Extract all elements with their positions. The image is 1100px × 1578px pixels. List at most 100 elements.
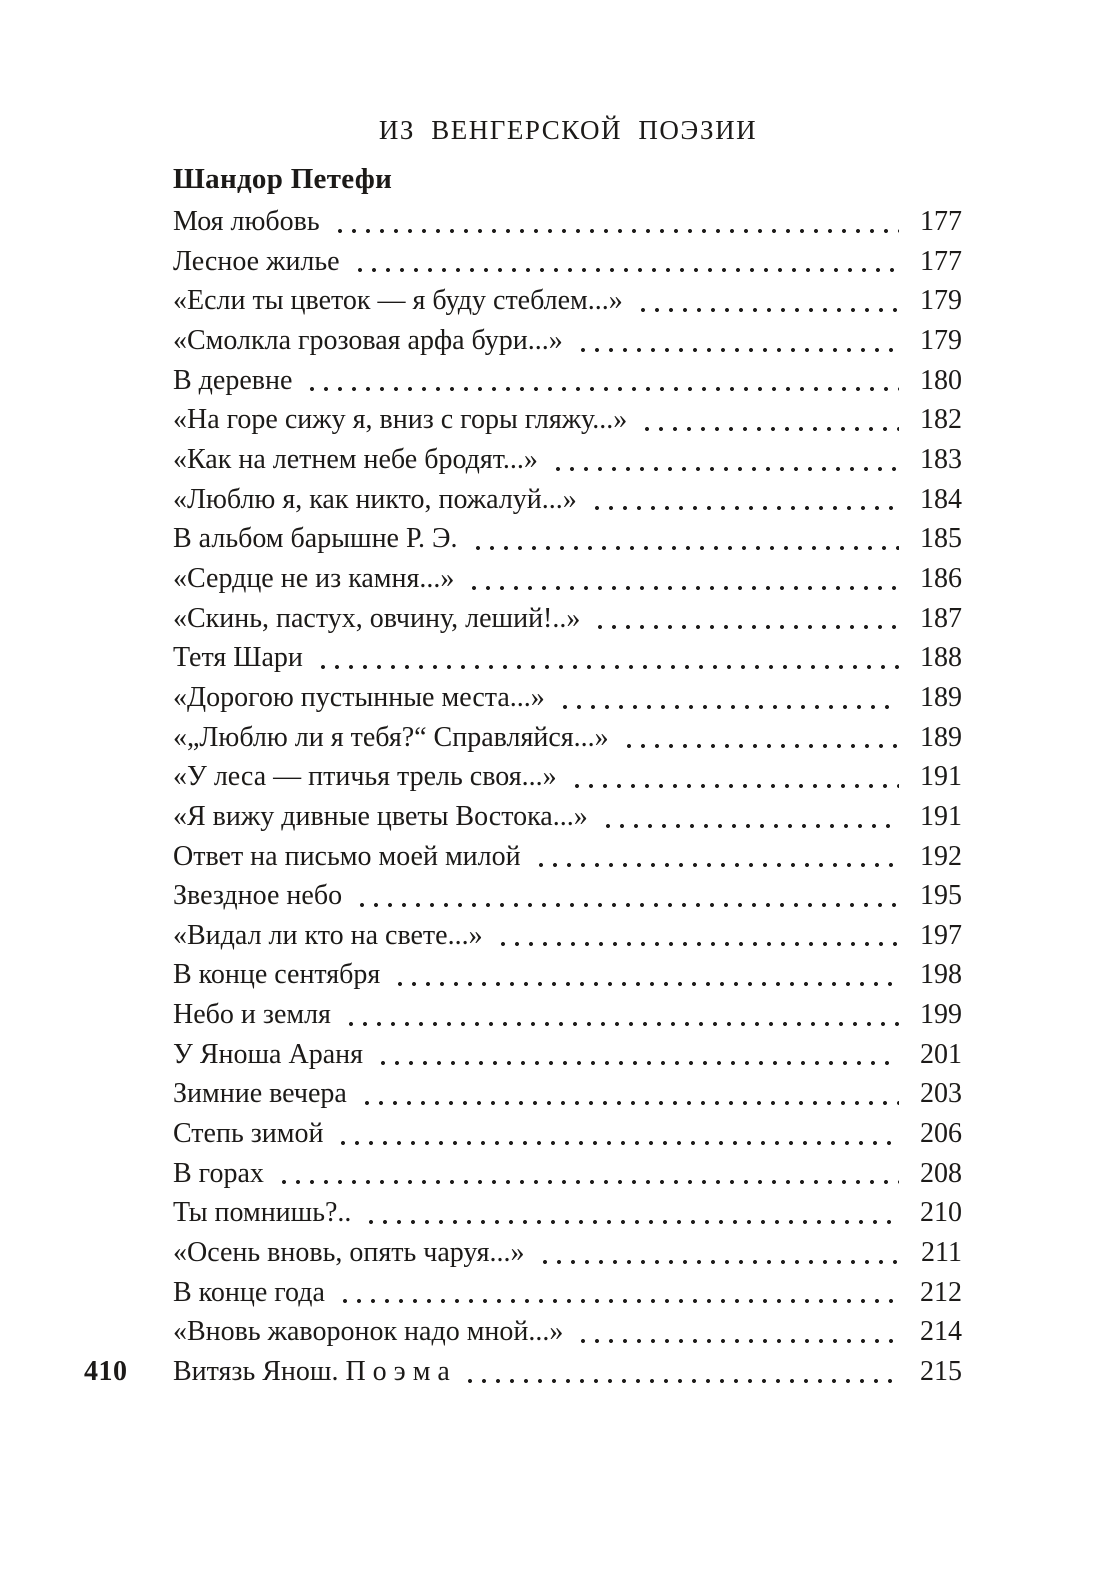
toc-entry-title: Ты помнишь?.. — [173, 1197, 352, 1229]
dot-leader — [272, 1153, 899, 1194]
toc-entry-title: Степь зимой — [173, 1118, 324, 1150]
toc-entry: «Видал ли кто на свете...» 197 — [173, 915, 962, 956]
dot-leader — [529, 836, 899, 877]
toc-entry: «Смолкла грозовая арфа бури...» 179 — [173, 320, 962, 361]
toc-entry-page-number: 180 — [920, 364, 962, 396]
dot-leader — [371, 1034, 899, 1075]
toc-entry-title: «Вновь жаворонок надо мной...» — [173, 1316, 564, 1348]
toc-entry-page-number: 183 — [920, 443, 962, 475]
toc-entry-title: «Скинь, пастух, овчину, леший!..» — [173, 602, 581, 634]
dot-leader — [301, 360, 899, 401]
toc-entry: «Как на летнем небе бродят...» 183 — [173, 439, 962, 480]
toc-entry-page-number: 179 — [920, 285, 962, 317]
dot-leader — [355, 1074, 899, 1115]
toc-entry-title: «Видал ли кто на свете...» — [173, 919, 483, 951]
toc-entry-title: В горах — [173, 1157, 264, 1189]
toc-entry-title: Моя любовь — [173, 206, 320, 237]
toc-entry-title: В конце сентября — [173, 959, 381, 991]
dot-leader — [360, 1193, 899, 1234]
toc-entry-page-number: 191 — [920, 761, 962, 793]
dot-leader — [636, 400, 899, 440]
toc-entry: «Сердце не из камня...» 186 — [173, 558, 962, 599]
dot-leader — [389, 955, 899, 996]
toc-entry: В горах 208 — [173, 1153, 962, 1194]
toc-entry: Ты помнишь?.. 210 — [173, 1193, 962, 1234]
toc-entry-title: «На горе сижу я, вниз с горы гляжу...» — [173, 404, 628, 436]
toc-entry-title: В деревне — [173, 364, 293, 396]
toc-entry-title: «Люблю я, как никто, пожалуй...» — [173, 483, 577, 515]
toc-entry: Звездное небо 195 — [173, 876, 962, 916]
toc-entry-page-number: 211 — [921, 1237, 962, 1269]
toc-entry: «У леса — птичья трель своя...» 191 — [173, 757, 962, 797]
toc-entry-title: «Как на летнем небе бродят...» — [173, 443, 538, 475]
toc-entry: «Дорогою пустынные места...» 189 — [173, 677, 962, 718]
toc-entry-page-number: 199 — [920, 999, 962, 1031]
toc-entry: «На горе сижу я, вниз с горы гляжу...» 1… — [173, 400, 962, 440]
dot-leader — [348, 241, 899, 282]
toc-entry: «Я вижу дивные цветы Востока...» 191 — [173, 796, 962, 837]
toc-entry-page-number: 177 — [920, 206, 962, 237]
toc-entry-page-number: 201 — [920, 1038, 962, 1070]
dot-leader — [585, 479, 899, 520]
toc-entry-page-number: 182 — [920, 404, 962, 436]
toc-entry-title: Звездное небо — [173, 880, 343, 912]
dot-leader — [328, 202, 899, 242]
dot-leader — [546, 439, 899, 480]
toc-entry-page-number: 198 — [920, 959, 962, 991]
toc-entry-page-number: 184 — [920, 483, 962, 515]
toc-entry: «Если ты цветок — я буду стеблем...» 179 — [173, 281, 962, 321]
toc-list: Моя любовь 177 Лесное жилье 177 «Если ты… — [173, 202, 962, 1392]
toc-entry-title: В альбом барышне Р. Э. — [173, 523, 458, 555]
dot-leader — [533, 1233, 899, 1273]
dot-leader — [458, 1352, 899, 1392]
dot-leader — [631, 281, 899, 321]
toc-entry-title: Тетя Шари — [173, 642, 303, 674]
toc-entry-page-number: 189 — [920, 681, 962, 713]
dot-leader — [572, 1312, 899, 1353]
toc-entry: У Яноша Араня 201 — [173, 1034, 962, 1075]
toc-entry-page-number: 197 — [920, 919, 962, 951]
toc-entry-page-number: 191 — [920, 800, 962, 832]
dot-leader — [351, 876, 899, 916]
dot-leader — [311, 638, 899, 678]
toc-entry-page-number: 208 — [920, 1157, 962, 1189]
toc-entry-page-number: 206 — [920, 1118, 962, 1150]
toc-entry-page-number: 212 — [920, 1276, 962, 1308]
toc-entry: Степь зимой 206 — [173, 1114, 962, 1154]
dot-leader — [333, 1272, 899, 1313]
toc-entry: В конце сентября 198 — [173, 955, 962, 996]
toc-entry: «Осень вновь, опять чаруя...» 211 — [173, 1233, 962, 1273]
section-title: ИЗ ВЕНГЕРСКОЙ ПОЭЗИИ — [378, 115, 758, 145]
toc-entry-title: «Я вижу дивные цветы Востока...» — [173, 800, 588, 832]
toc-entry-page-number: 189 — [920, 721, 962, 753]
toc-entry-title: «Сердце не из камня...» — [173, 562, 455, 594]
dot-leader — [339, 995, 899, 1035]
dot-leader — [617, 717, 899, 758]
toc-entry-page-number: 192 — [920, 840, 962, 872]
toc-entry-title: Лесное жилье — [173, 245, 340, 277]
toc-entry: «Люблю я, как никто, пожалуй...» 184 — [173, 479, 962, 520]
dot-leader — [596, 796, 899, 837]
toc-entry-page-number: 187 — [920, 602, 962, 634]
toc-entry: В альбом барышне Р. Э. 185 — [173, 519, 962, 559]
dot-leader — [466, 519, 899, 559]
toc-entry-title: У Яноша Араня — [173, 1038, 363, 1070]
toc-entry-title: Витязь Янош. П о э м а — [173, 1356, 450, 1388]
toc-entry: Моя любовь 177 — [173, 202, 962, 242]
dot-leader — [571, 320, 899, 361]
dot-leader — [491, 915, 899, 956]
toc-entry: В конце года 212 — [173, 1272, 962, 1313]
toc-entry: В деревне 180 — [173, 360, 962, 401]
toc-entry-page-number: 188 — [920, 642, 962, 674]
toc-entry: Витязь Янош. П о э м а 215 — [173, 1352, 962, 1392]
toc-entry: «„Люблю ли я тебя?“ Справляйся...» 189 — [173, 717, 962, 758]
toc-entry-title: Небо и земля — [173, 999, 331, 1031]
toc-entry: Лесное жилье 177 — [173, 241, 962, 282]
toc-entry-title: «„Люблю ли я тебя?“ Справляйся...» — [173, 721, 609, 753]
toc-entry-page-number: 179 — [920, 324, 962, 356]
dot-leader — [589, 598, 899, 639]
toc-entry-title: «Смолкла грозовая арфа бури...» — [173, 324, 563, 356]
toc-entry-title: «У леса — птичья трель своя...» — [173, 761, 557, 793]
page-folio-number: 410 — [84, 1356, 128, 1387]
